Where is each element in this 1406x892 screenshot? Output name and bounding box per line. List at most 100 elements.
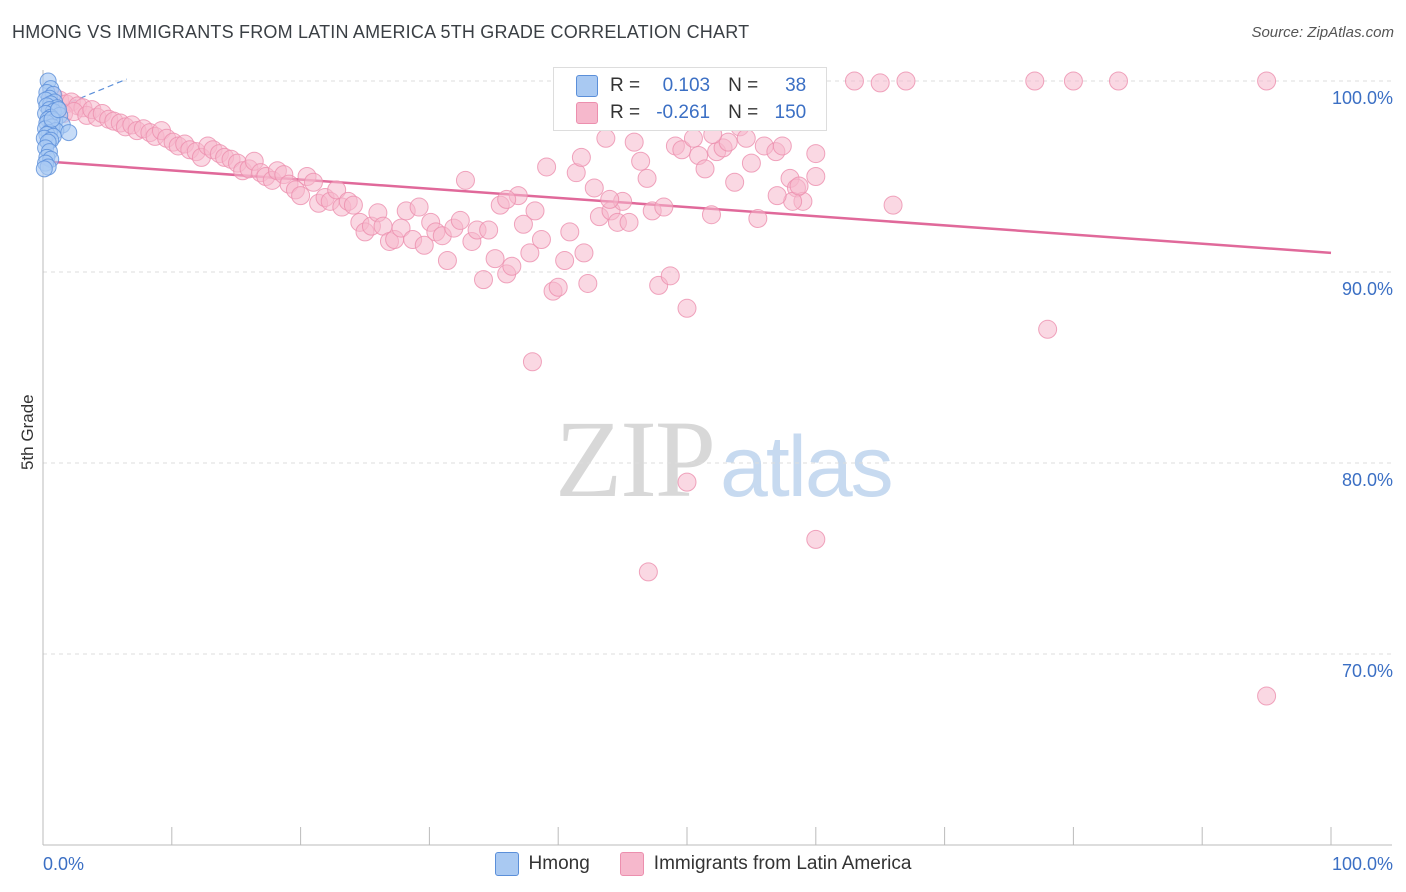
latin-america-point (677, 472, 697, 492)
hmong-r-value: 0.103 (662, 75, 711, 96)
latin-america-point (695, 159, 715, 179)
latin-america-point (896, 71, 916, 91)
r-label: R = (610, 102, 641, 123)
latin-america-r-value: -0.261 (656, 102, 711, 123)
latin-america-point (619, 212, 639, 232)
latin-america-point (578, 273, 598, 293)
latin-america-point (844, 71, 864, 91)
latin-america-point (767, 186, 787, 206)
r-label: R = (610, 75, 641, 96)
latin-america-swatch (576, 102, 598, 124)
latin-america-point (638, 562, 658, 582)
n-label: N = (728, 75, 759, 96)
latin-america-point (531, 230, 551, 250)
source-credit: Source: ZipAtlas.com (1251, 24, 1394, 41)
latin-america-point (736, 128, 756, 148)
latin-america-point (701, 205, 721, 225)
latin-america-point (624, 132, 644, 152)
latin-america-point (725, 172, 745, 192)
latin-america-point (772, 136, 792, 156)
latin-america-legend-swatch (619, 852, 644, 876)
latin-america-point (596, 128, 616, 148)
latin-america-point (437, 251, 457, 271)
latin-america-point (600, 189, 620, 209)
latin-america-point (513, 214, 533, 234)
latin-america-point (1063, 71, 1083, 91)
latin-america-point (485, 249, 505, 269)
legend-row-hmong: R = 0.103 N = 38 (576, 73, 806, 99)
latin-america-point (806, 167, 826, 186)
latin-america-point (683, 128, 703, 148)
hmong-legend-label: Hmong (528, 853, 590, 874)
latin-america-point (291, 186, 311, 206)
hmong-point (49, 101, 67, 119)
latin-america-point (748, 209, 768, 229)
latin-america-point (789, 176, 809, 196)
latin-america-point (1257, 71, 1277, 91)
latin-america-point (455, 170, 475, 190)
hmong-n-value: 38 (785, 75, 807, 96)
latin-america-point (637, 168, 657, 188)
latin-america-point (672, 140, 692, 160)
latin-america-legend-label: Immigrants from Latin America (653, 853, 912, 874)
latin-america-point (741, 153, 761, 173)
latin-america-n-value: 150 (774, 102, 807, 123)
latin-america-point (343, 195, 363, 215)
latin-america-point (555, 251, 575, 271)
latin-america-point (450, 210, 470, 230)
latin-america-point (391, 218, 411, 238)
latin-america-point (571, 147, 591, 167)
latin-america-point (414, 235, 434, 255)
latin-america-point (806, 529, 826, 549)
latin-america-point (584, 178, 604, 198)
latin-america-point (497, 189, 517, 209)
legend-row-latin-america: R = -0.261 N = 150 (576, 100, 806, 126)
y-tick-label: 70.0% (1342, 661, 1393, 681)
latin-america-point (522, 352, 542, 372)
latin-america-point (1108, 71, 1128, 91)
latin-america-point (677, 298, 697, 318)
latin-america-point (548, 277, 568, 297)
latin-america-point (718, 132, 738, 152)
latin-america-point (560, 222, 580, 242)
y-tick-label: 80.0% (1342, 470, 1393, 490)
hmong-point (60, 124, 78, 142)
latin-america-point (502, 256, 522, 276)
latin-america-point (537, 157, 557, 177)
latin-america-point (654, 197, 674, 217)
latin-america-point (1257, 686, 1277, 706)
n-label: N = (728, 102, 759, 123)
latin-america-point (631, 151, 651, 171)
legend-item-latin-america: Immigrants from Latin America (619, 852, 912, 876)
latin-america-point (806, 144, 826, 164)
latin-america-point (1025, 71, 1045, 91)
hmong-legend-swatch (494, 852, 519, 876)
hmong-point (35, 160, 53, 178)
latin-america-point (525, 201, 545, 221)
y-tick-label: 100.0% (1332, 88, 1393, 108)
latin-america-point (479, 220, 499, 240)
latin-america-point (883, 195, 903, 215)
latin-america-point (303, 172, 323, 192)
latin-america-point (1038, 319, 1058, 339)
y-tick-label: 90.0% (1342, 279, 1393, 299)
x-tick-label-min: 0.0% (43, 854, 84, 874)
latin-america-point (660, 266, 680, 286)
legend-item-hmong: Hmong (494, 852, 590, 876)
data-points (35, 71, 1277, 706)
tick-labels: 70.0% 80.0% 90.0% 100.0% 0.0% 100.0% (43, 88, 1393, 874)
latin-america-point (327, 180, 347, 200)
correlation-legend: R = 0.103 N = 38 R = -0.261 N = 150 (553, 67, 827, 131)
x-tick-label-max: 100.0% (1332, 854, 1393, 874)
watermark: ZIPatlas (555, 398, 894, 520)
latin-america-point (473, 270, 493, 290)
hmong-swatch (576, 75, 598, 97)
latin-america-point (409, 197, 429, 217)
latin-america-point (574, 243, 594, 263)
series-legend: Hmong Immigrants from Latin America (0, 852, 1406, 876)
latin-america-point (520, 243, 540, 263)
axes (42, 70, 1392, 846)
chart-title: HMONG VS IMMIGRANTS FROM LATIN AMERICA 5… (12, 22, 750, 42)
latin-america-point (870, 73, 890, 93)
